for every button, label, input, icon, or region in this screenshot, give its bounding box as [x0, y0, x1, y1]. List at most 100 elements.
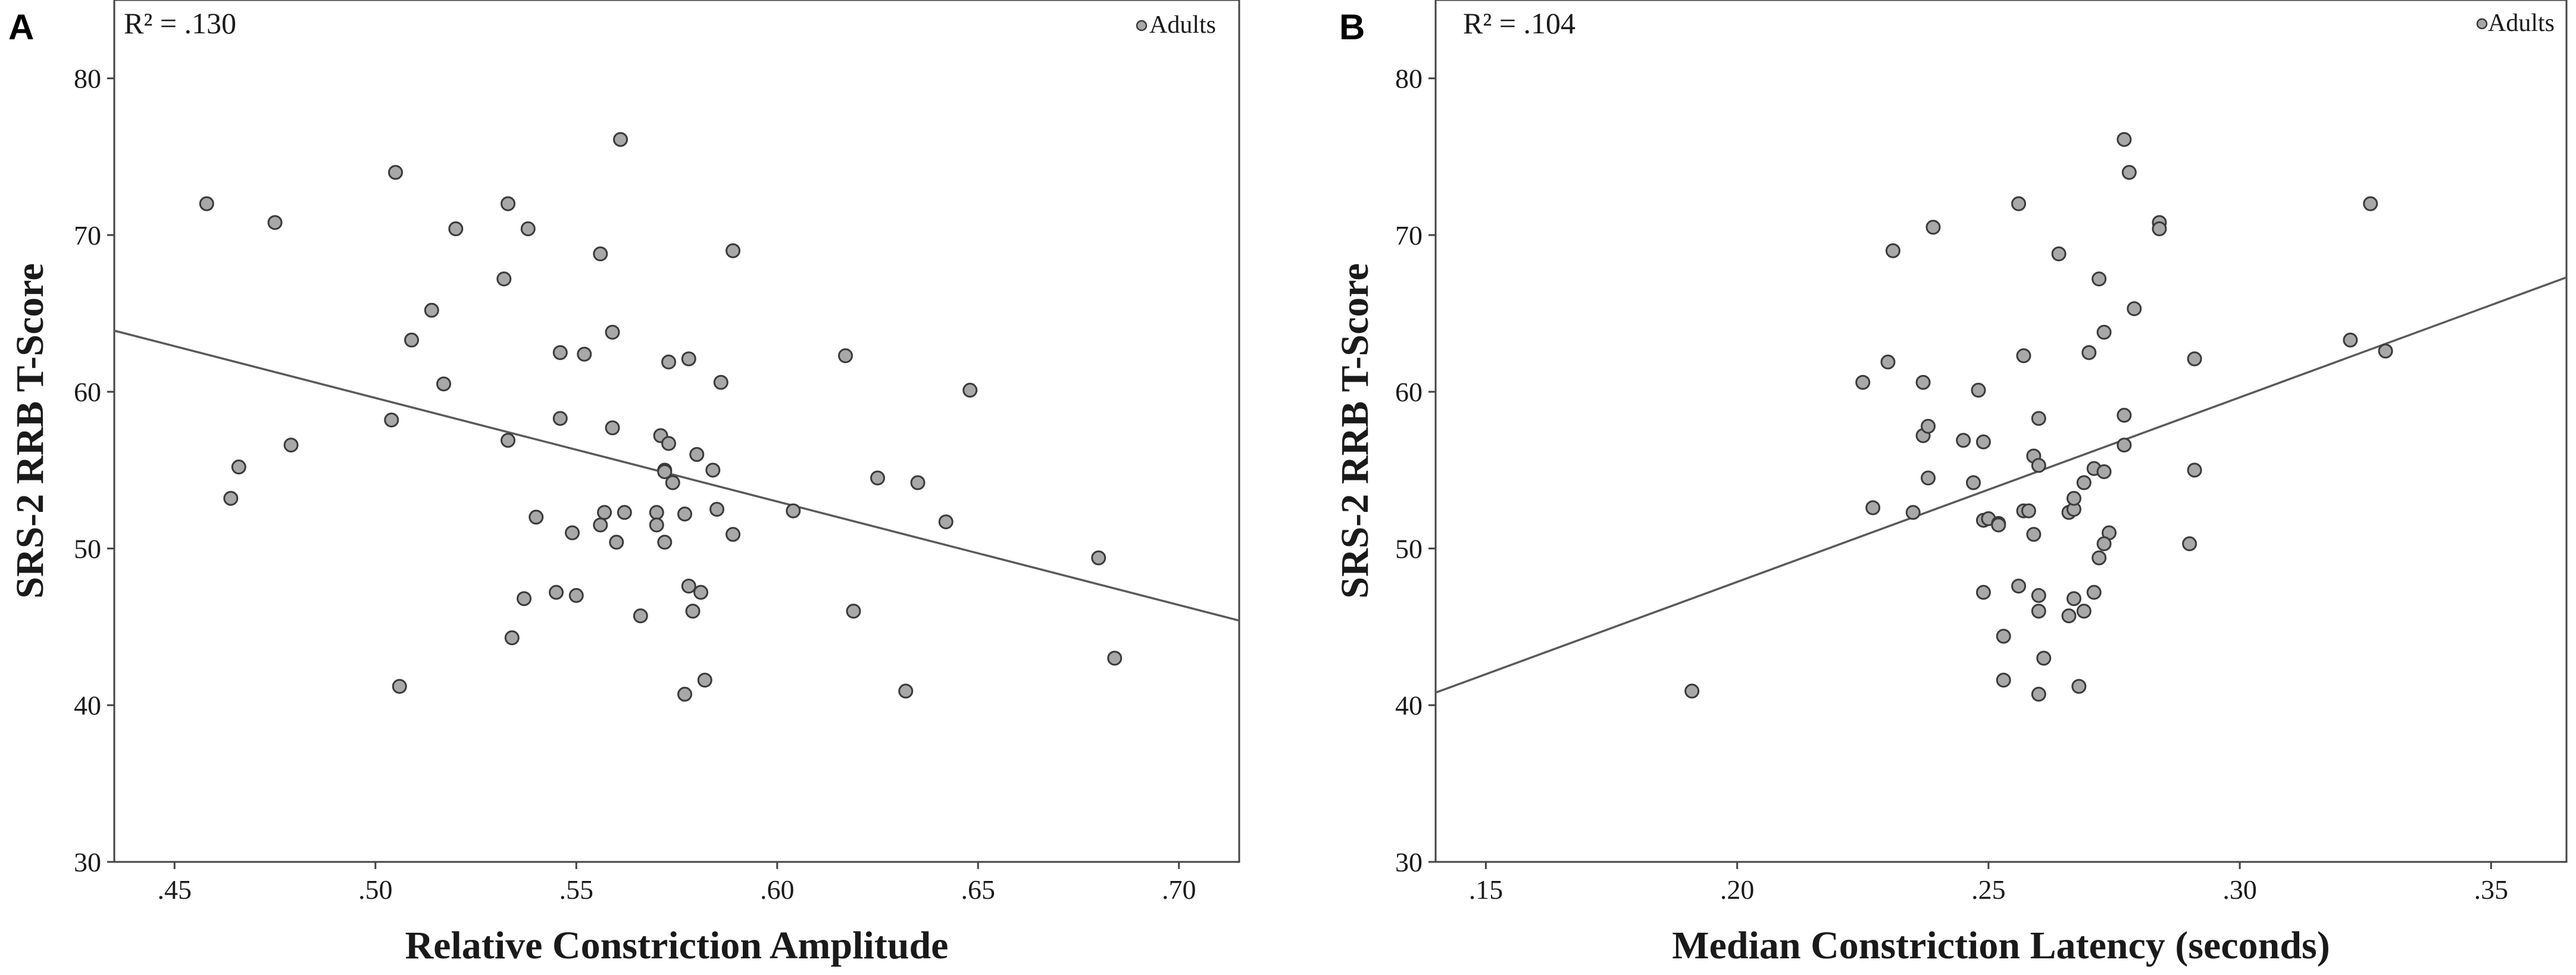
data-point	[938, 514, 954, 530]
data-point	[520, 221, 536, 236]
data-point	[649, 505, 664, 520]
data-point	[2031, 604, 2046, 619]
x-tick-label: .50	[358, 874, 393, 905]
data-point	[681, 351, 696, 367]
data-point	[1865, 500, 1881, 515]
y-tick-label: 70	[74, 220, 101, 251]
data-point	[2187, 351, 2202, 367]
data-point	[2011, 196, 2027, 211]
data-point	[388, 165, 403, 180]
y-axis-title: SRS-2 RRB T-Score	[1333, 263, 1377, 599]
data-point	[1975, 434, 1991, 449]
data-point	[504, 630, 520, 646]
data-point	[1975, 585, 1991, 600]
data-point	[231, 460, 246, 475]
data-point	[726, 527, 740, 542]
data-point	[577, 346, 592, 362]
data-point	[665, 475, 680, 490]
y-tick-label: 60	[1395, 377, 1423, 407]
data-point	[496, 271, 512, 287]
data-point	[2026, 527, 2042, 542]
data-point	[613, 132, 628, 147]
data-point	[501, 433, 515, 448]
data-point	[2121, 165, 2137, 180]
data-point	[705, 462, 721, 478]
data-point	[605, 324, 620, 340]
y-axis: 30 40 50 60 70 80	[74, 64, 114, 877]
panel-b-scatter-plot: B R² = .104 Adults 30 40 50 60 70 80 .15 .20 .2…	[1333, 0, 2568, 967]
data-point	[657, 535, 673, 550]
data-point	[1971, 383, 1986, 398]
data-point	[593, 246, 608, 262]
data-points	[1684, 132, 2393, 702]
plot-frame	[113, 0, 1240, 863]
legend-label: Adults	[1149, 11, 1216, 39]
data-point	[1925, 220, 1941, 235]
data-point	[529, 510, 544, 525]
data-point	[549, 585, 564, 600]
data-point	[517, 591, 532, 607]
data-point	[552, 345, 568, 360]
data-point	[649, 517, 664, 533]
data-point	[697, 673, 712, 688]
data-point	[846, 604, 861, 619]
x-axis-title: Median Constriction Latency (seconds)	[1672, 924, 2330, 967]
y-tick-label: 80	[74, 64, 101, 94]
data-point	[677, 507, 692, 522]
data-point	[2182, 536, 2197, 552]
x-tick-label: .25	[1971, 874, 2006, 905]
data-point	[2016, 348, 2031, 364]
x-tick-label: .35	[2474, 874, 2509, 905]
data-point	[267, 215, 283, 230]
data-point	[661, 354, 676, 370]
data-point	[448, 221, 464, 236]
x-tick-label: .15	[1469, 874, 1503, 905]
data-point	[593, 517, 608, 533]
data-point	[2127, 301, 2142, 317]
y-tick-label: 60	[74, 377, 101, 407]
data-point	[661, 436, 676, 451]
data-point	[617, 505, 632, 520]
data-point	[1996, 673, 2011, 688]
data-point	[2092, 550, 2107, 565]
panel-letter-a: A	[8, 7, 34, 47]
y-tick-label: 30	[1395, 847, 1423, 877]
fit-line	[1435, 276, 2567, 694]
y-axis-title: SRS-2 RRB T-Score	[8, 263, 52, 599]
data-point	[838, 348, 853, 364]
data-point	[2187, 462, 2202, 478]
data-point	[1996, 629, 2011, 644]
data-point	[2092, 271, 2107, 287]
data-point	[199, 196, 214, 211]
data-point	[2011, 579, 2027, 594]
data-point	[1855, 374, 1871, 390]
data-point	[2066, 591, 2081, 607]
data-point	[392, 679, 407, 694]
data-point	[609, 535, 624, 550]
data-point	[2096, 536, 2112, 552]
y-tick-label: 50	[74, 533, 101, 564]
data-point	[2096, 464, 2112, 479]
data-point	[2076, 475, 2092, 490]
data-point	[597, 505, 612, 520]
data-point	[2061, 608, 2077, 624]
data-point	[2076, 604, 2092, 619]
data-point	[2066, 490, 2081, 506]
data-point	[633, 608, 648, 624]
r-squared-label: R² = .104	[1463, 7, 1575, 40]
data-point	[2086, 585, 2102, 600]
data-point	[681, 579, 696, 594]
data-point	[726, 243, 740, 258]
plot-frame	[1434, 0, 2568, 863]
data-point	[2343, 332, 2358, 348]
data-point	[384, 412, 399, 428]
data-point	[2152, 221, 2167, 236]
data-point	[1905, 505, 1921, 520]
data-point	[693, 585, 708, 600]
data-point	[657, 464, 673, 479]
data-point	[962, 383, 978, 398]
data-point	[2096, 324, 2112, 340]
x-axis: .15 .20 .25 .30 .35	[1469, 862, 2508, 905]
r-squared-label: R² = .130	[124, 7, 236, 40]
